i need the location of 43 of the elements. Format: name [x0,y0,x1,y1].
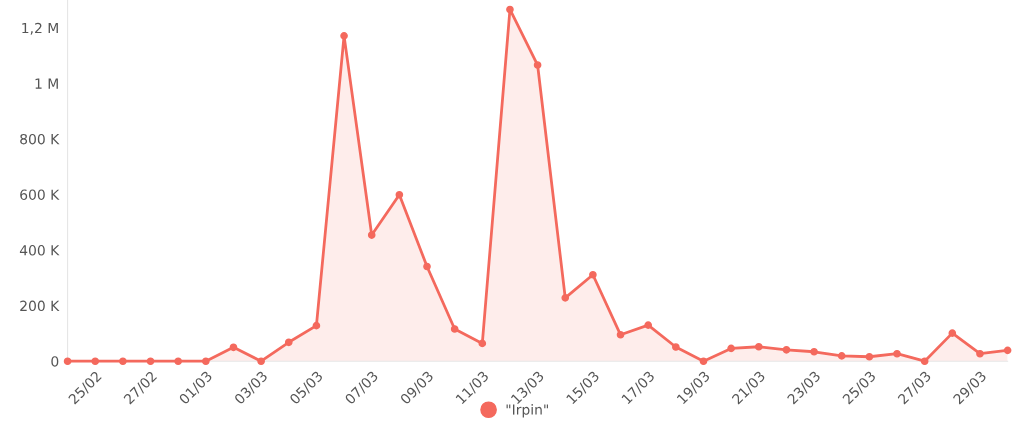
point [754,342,763,351]
point [837,352,846,360]
point [782,345,791,354]
y-tick-label: 800 K [20,133,60,145]
point [229,343,238,352]
point [395,190,404,199]
point [63,357,72,366]
point [423,262,431,271]
point [284,338,293,347]
y-tick-label: 1,2 M [22,22,58,35]
point [920,357,929,366]
y-tick-label: 200 K [20,300,60,312]
y-tick-label: 0 [51,356,59,367]
point [146,357,155,366]
point [450,325,459,333]
y-tick-label: 1 M [35,78,58,89]
point [727,344,735,353]
point [340,32,348,40]
point [91,357,100,366]
point [699,357,708,366]
point [893,349,901,358]
point [644,321,653,329]
point [672,343,680,351]
point [589,270,597,279]
point [367,231,376,239]
point [202,357,210,366]
point [119,357,127,366]
point [976,349,984,358]
point [312,321,321,330]
point [561,294,570,302]
point [948,329,957,337]
point [865,352,874,361]
point [478,339,487,348]
point [257,357,265,366]
point [533,61,542,69]
y-tick-label: 600 K [20,189,60,200]
y-tick-label: 400 K [19,245,60,256]
point [174,357,182,366]
point [1003,346,1012,355]
point [506,5,514,14]
point [616,330,625,339]
point [810,347,818,356]
legend-label: "Irpin" [506,404,548,418]
